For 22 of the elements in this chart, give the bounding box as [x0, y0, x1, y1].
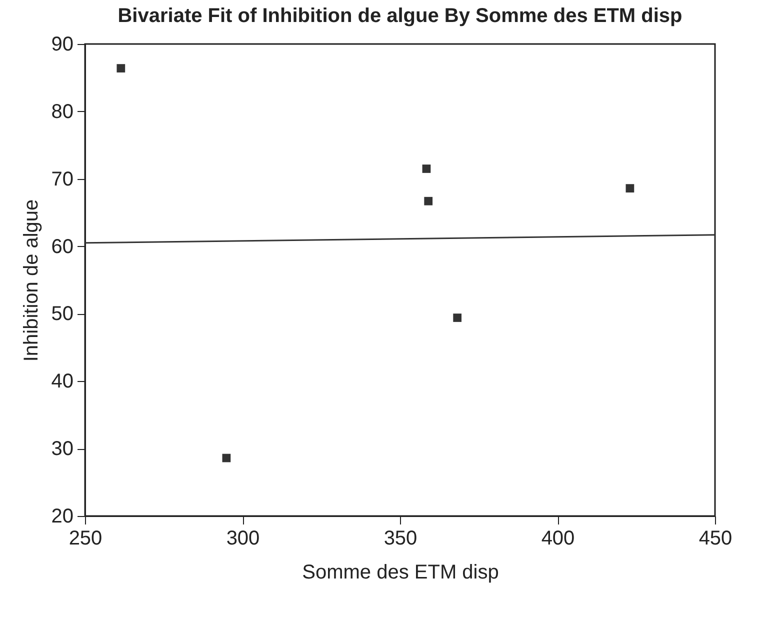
y-tick-label: 70 [51, 168, 74, 190]
y-tick-label: 90 [51, 34, 74, 56]
y-tick-label: 80 [51, 100, 74, 123]
point [453, 314, 462, 322]
y-tick-label: 60 [51, 236, 74, 258]
y-axis-title: Inhibition de algue [20, 199, 42, 362]
point [422, 164, 431, 173]
point [116, 64, 126, 72]
chart-title: Bivariate Fit of Inhibition de algue By Somme des ETM disp [118, 5, 682, 27]
point [424, 196, 433, 206]
point [222, 454, 231, 462]
y-tick-label: 40 [51, 370, 74, 393]
x-tick-label: 300 [226, 528, 260, 550]
y-tick-label: 20 [51, 506, 74, 528]
point [626, 184, 634, 192]
y-tick-label: 50 [51, 303, 74, 326]
x-axis-title: Somme des ETM disp [302, 562, 499, 584]
y-tick-label: 30 [51, 438, 74, 460]
x-tick-label: 250 [68, 528, 102, 550]
x-tick-label: 450 [698, 528, 732, 550]
x-tick-label: 400 [541, 528, 575, 550]
x-tick-label: 350 [384, 528, 418, 550]
